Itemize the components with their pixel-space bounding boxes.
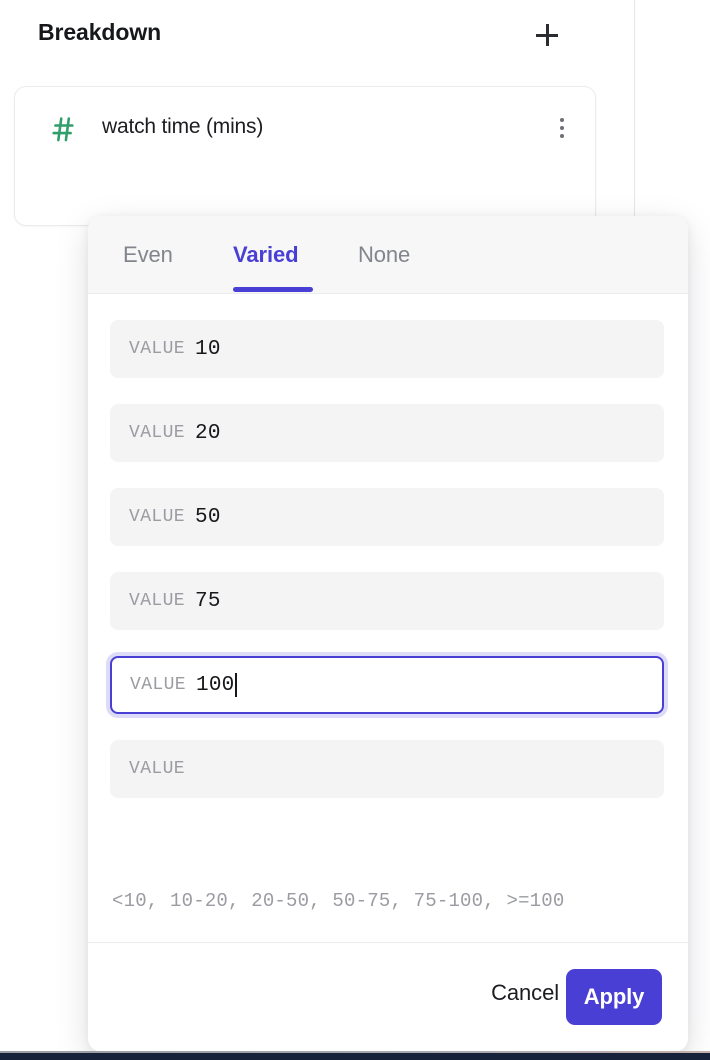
value-row: VALUE 50 <box>110 488 664 546</box>
hash-icon <box>52 117 74 142</box>
bucket-preview-text: <10, 10-20, 20-50, 50-75, 75-100, >=100 <box>112 890 565 912</box>
add-breakdown-button[interactable] <box>529 17 565 53</box>
breakdown-header: Breakdown <box>0 0 634 70</box>
value-field-1[interactable]: VALUE 10 <box>110 320 664 378</box>
value-field-label: VALUE <box>129 507 186 527</box>
numeric-bucket-popover: Even Varied None VALUE 10 VALUE 20 VALUE… <box>88 216 688 1052</box>
active-tab-indicator <box>233 287 313 292</box>
value-row: VALUE 20 <box>110 404 664 462</box>
value-field-4[interactable]: VALUE 75 <box>110 572 664 630</box>
apply-button[interactable]: Apply <box>566 969 662 1025</box>
value-field-3[interactable]: VALUE 50 <box>110 488 664 546</box>
value-row: VALUE 100 <box>110 656 664 714</box>
popover-footer: Cancel Apply <box>88 942 688 1052</box>
popover-body: VALUE 10 VALUE 20 VALUE 50 VALUE 75 <box>88 294 688 942</box>
tab-even[interactable]: Even <box>123 216 173 294</box>
value-field-label: VALUE <box>129 591 186 611</box>
value-field-6-empty[interactable]: VALUE <box>110 740 664 798</box>
value-row: VALUE <box>110 740 664 798</box>
value-field-label: VALUE <box>129 339 186 359</box>
popover-tabs: Even Varied None <box>88 216 688 294</box>
value-field-text: 50 <box>195 505 221 529</box>
value-row: VALUE 75 <box>110 572 664 630</box>
cancel-button[interactable]: Cancel <box>481 970 569 1016</box>
kebab-menu-icon[interactable] <box>547 112 577 144</box>
value-field-5-focused[interactable]: VALUE 100 <box>110 656 664 714</box>
dimension-name: watch time (mins) <box>102 115 264 138</box>
value-field-text: 75 <box>195 589 221 613</box>
kebab-dot <box>560 118 564 122</box>
value-row: VALUE 10 <box>110 320 664 378</box>
page-title: Breakdown <box>38 19 162 45</box>
dimension-card[interactable]: watch time (mins) Numeric Bucket... <box>14 86 598 292</box>
value-field-text: 10 <box>195 337 221 361</box>
kebab-dot <box>560 126 564 130</box>
tab-none[interactable]: None <box>358 216 410 294</box>
value-field-label: VALUE <box>129 759 186 779</box>
value-field-2[interactable]: VALUE 20 <box>110 404 664 462</box>
text-caret <box>235 673 238 697</box>
value-field-text: 20 <box>195 421 221 445</box>
tab-varied[interactable]: Varied <box>233 216 299 294</box>
plus-icon <box>536 24 558 46</box>
value-field-text: 100 <box>196 673 235 697</box>
value-field-label: VALUE <box>130 675 187 695</box>
panel-divider <box>634 0 635 216</box>
window-bottom-bar <box>0 1053 710 1060</box>
value-field-label: VALUE <box>129 423 186 443</box>
kebab-dot <box>560 134 564 138</box>
window-edge-shade <box>0 1051 710 1053</box>
